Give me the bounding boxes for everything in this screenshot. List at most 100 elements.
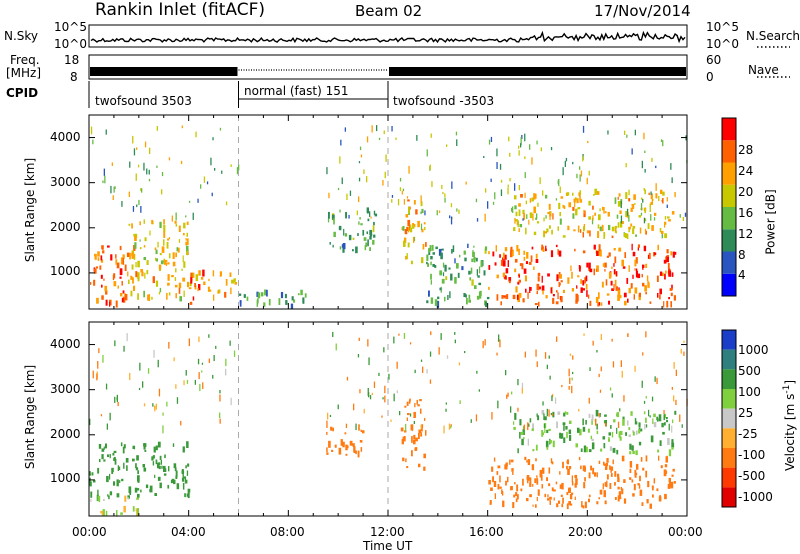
power-cell bbox=[187, 281, 189, 288]
velocity-cell bbox=[640, 457, 643, 462]
power-cell bbox=[397, 199, 400, 206]
velocity-cell bbox=[103, 459, 106, 462]
velocity-cell bbox=[332, 331, 334, 338]
power-cell bbox=[485, 188, 487, 193]
power-cell bbox=[341, 177, 343, 185]
power-cell bbox=[434, 299, 438, 306]
power-cell bbox=[637, 244, 640, 248]
velocity-cell bbox=[197, 358, 200, 365]
power-cell bbox=[477, 275, 480, 278]
velocity-cell bbox=[516, 484, 519, 492]
power-cell bbox=[346, 193, 348, 200]
power-cell bbox=[476, 269, 478, 276]
velocity-cell bbox=[183, 476, 186, 479]
power-cell bbox=[634, 129, 636, 136]
power-cell bbox=[238, 164, 240, 171]
velocity-cell bbox=[89, 477, 91, 485]
freq-unit-label: [MHz] bbox=[6, 66, 42, 80]
power-cell bbox=[624, 233, 628, 238]
power-cell bbox=[131, 223, 133, 229]
velocity-cell bbox=[627, 333, 629, 337]
power-cell bbox=[156, 165, 158, 168]
power-cell bbox=[256, 291, 259, 297]
power-cell bbox=[488, 251, 490, 255]
power-cell bbox=[666, 204, 668, 208]
power-cell bbox=[598, 214, 601, 221]
velocity-cell bbox=[589, 367, 591, 371]
power-cell bbox=[175, 223, 178, 227]
power-cell bbox=[502, 252, 505, 259]
velocity-cell bbox=[132, 506, 135, 512]
power-cell bbox=[595, 296, 599, 304]
velocity-cell bbox=[420, 432, 423, 437]
velocity-cell bbox=[606, 474, 609, 480]
velocity-cell bbox=[628, 427, 631, 431]
power-cell bbox=[484, 246, 488, 251]
power-cell bbox=[464, 257, 467, 262]
velocity-cell bbox=[521, 382, 524, 388]
velocity-cell bbox=[574, 474, 578, 479]
power-cell bbox=[130, 290, 133, 297]
power-cell bbox=[374, 213, 378, 217]
velocity-cell bbox=[544, 427, 546, 434]
power-cell bbox=[114, 186, 116, 189]
velocity-cell bbox=[653, 413, 656, 418]
power-cell bbox=[525, 227, 527, 235]
power-cell bbox=[662, 198, 664, 204]
velocity-cell bbox=[543, 413, 545, 420]
velocity-cell bbox=[173, 357, 175, 362]
velocity-cell bbox=[606, 458, 609, 463]
velocity-cell bbox=[137, 475, 140, 482]
power-cell bbox=[130, 275, 133, 280]
velocity-cell bbox=[656, 488, 659, 492]
power-cell bbox=[139, 247, 142, 250]
power-cell bbox=[436, 300, 440, 308]
velocity-cell bbox=[504, 464, 507, 470]
velocity-cell bbox=[568, 501, 571, 505]
power-cell bbox=[344, 233, 348, 237]
power-cell bbox=[670, 251, 673, 256]
power-cell bbox=[666, 197, 668, 202]
velocity-cell bbox=[596, 472, 598, 478]
velocity-cell bbox=[520, 488, 523, 492]
power-cell bbox=[516, 245, 519, 252]
velocity-cell bbox=[152, 461, 155, 466]
power-cell bbox=[420, 211, 422, 215]
power-cell bbox=[100, 274, 103, 279]
velocity-cell bbox=[546, 364, 548, 370]
power-cell bbox=[638, 294, 641, 301]
power-cell bbox=[239, 293, 242, 296]
velocity-cell bbox=[137, 508, 139, 515]
velocity-cell bbox=[537, 489, 540, 496]
power-cell bbox=[337, 187, 340, 191]
velocity-cell bbox=[559, 432, 562, 439]
power-cell bbox=[444, 197, 446, 203]
power-cell bbox=[465, 181, 467, 185]
power-cell bbox=[137, 275, 140, 282]
velocity-cell bbox=[664, 464, 668, 468]
power-cell bbox=[415, 209, 418, 215]
velocity-cell bbox=[619, 408, 621, 412]
power-cell bbox=[644, 228, 647, 234]
velocity-cell bbox=[329, 414, 332, 417]
power-cell bbox=[552, 213, 554, 220]
power-cell bbox=[188, 200, 191, 203]
power-cell bbox=[521, 263, 524, 270]
power-cell bbox=[139, 221, 141, 226]
power-cell bbox=[183, 222, 186, 229]
velocity-cell bbox=[166, 401, 168, 407]
velocity-cell bbox=[668, 477, 671, 483]
velocity-cell bbox=[186, 470, 189, 476]
velocity-cell bbox=[117, 402, 119, 407]
velocity-cell bbox=[182, 446, 185, 453]
power-cell bbox=[623, 292, 627, 298]
velocity-cell bbox=[545, 440, 549, 448]
cpid-segment-1: twofsound 3503 bbox=[95, 94, 192, 108]
velocity-cell bbox=[458, 362, 461, 366]
velocity-cell bbox=[654, 376, 656, 382]
velocity-cell bbox=[608, 436, 610, 440]
power-cell bbox=[627, 298, 629, 303]
power-cell bbox=[593, 244, 596, 250]
velocity-cell bbox=[373, 381, 376, 388]
power-cell bbox=[560, 280, 563, 283]
